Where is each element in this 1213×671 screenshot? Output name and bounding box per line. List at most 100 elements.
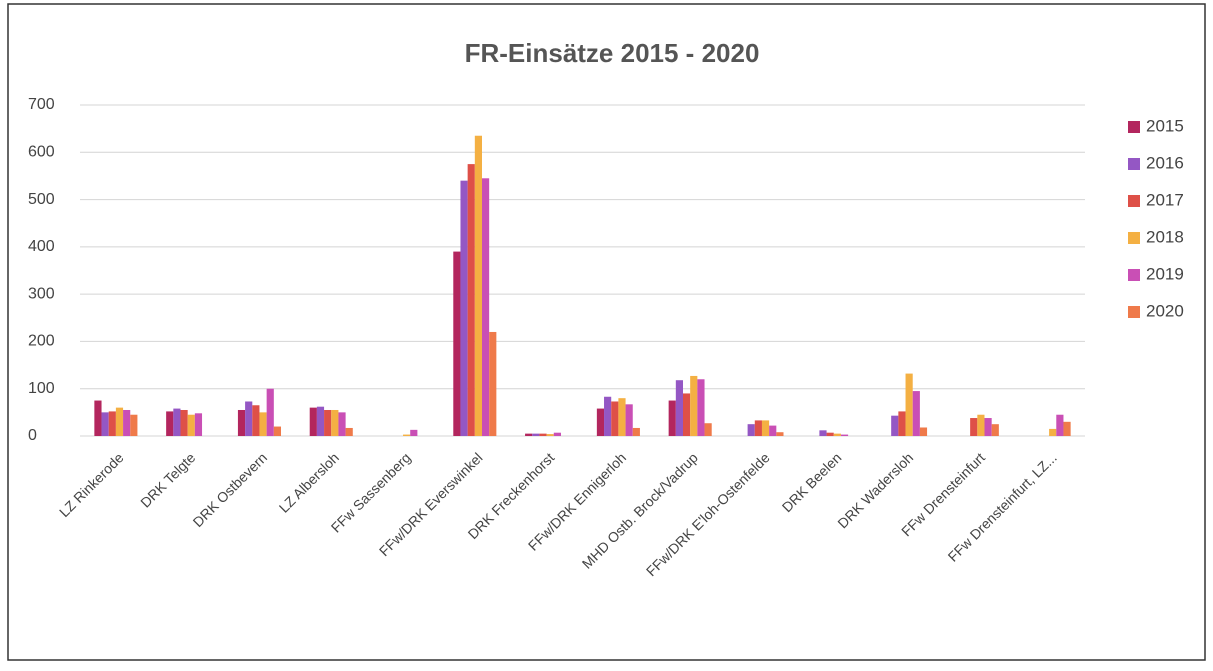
bar — [187, 414, 195, 436]
bar — [115, 407, 124, 436]
x-tick-label: MHD Ostb. Brock/Vadrup — [579, 449, 701, 571]
x-tick-label: DRK Beelen — [779, 449, 845, 515]
bar — [532, 433, 540, 436]
bar — [704, 423, 712, 436]
bar — [123, 409, 131, 436]
bar — [130, 414, 138, 436]
bar — [345, 427, 353, 436]
bar — [108, 411, 116, 436]
bar — [1056, 414, 1064, 436]
bar — [482, 178, 490, 437]
legend-label: 2019 — [1146, 264, 1184, 283]
bar — [891, 415, 899, 436]
bar — [919, 427, 928, 436]
x-tick-label: DRK Telgte — [137, 449, 198, 510]
bar — [173, 408, 181, 436]
bar — [754, 420, 762, 436]
x-tick-label: LZ Rinkerode — [56, 449, 127, 520]
y-tick-label: 100 — [28, 380, 55, 397]
bar — [237, 409, 246, 436]
bar — [460, 180, 468, 436]
y-tick-label: 600 — [28, 144, 55, 161]
bar — [833, 433, 841, 436]
bar — [259, 412, 267, 436]
bar — [769, 425, 777, 436]
legend-label: 2020 — [1146, 301, 1184, 320]
y-tick-label: 300 — [28, 285, 55, 302]
bar — [604, 396, 612, 436]
legend-label: 2018 — [1146, 227, 1184, 246]
bar — [898, 411, 906, 436]
bar — [905, 373, 913, 436]
legend-label: 2015 — [1146, 116, 1184, 135]
legend-swatch — [1128, 306, 1140, 318]
bar — [912, 391, 920, 436]
bar — [309, 407, 317, 436]
bar — [683, 393, 691, 436]
legend-swatch — [1128, 232, 1140, 244]
bar — [553, 432, 561, 436]
y-tick-label: 200 — [28, 333, 55, 350]
x-tick-label: LZ Albersloh — [276, 449, 342, 515]
y-tick-label: 700 — [28, 96, 55, 113]
bar — [747, 424, 755, 436]
bar — [675, 380, 683, 436]
x-tick-label: DRK Wadersloh — [834, 449, 916, 531]
bar — [525, 433, 533, 436]
legend-swatch — [1128, 269, 1140, 281]
bar — [324, 409, 332, 436]
bar — [546, 434, 554, 436]
bar — [101, 412, 109, 436]
bar — [539, 433, 547, 436]
bar — [453, 251, 461, 436]
x-tick-label: FFw/DRK E'loh-Ostenfelde — [643, 449, 773, 579]
bar — [826, 432, 834, 436]
bar — [245, 401, 253, 436]
bar — [611, 401, 619, 436]
legend-label: 2016 — [1146, 153, 1184, 172]
bar — [489, 331, 497, 436]
y-tick-label: 400 — [28, 238, 55, 255]
bar — [819, 430, 827, 436]
bar — [618, 398, 626, 436]
bar — [984, 418, 992, 436]
bar — [474, 135, 482, 436]
bar — [991, 424, 999, 436]
bar — [331, 409, 339, 436]
bar — [338, 412, 346, 436]
bar — [273, 426, 281, 436]
bar — [194, 413, 203, 436]
bar — [632, 427, 640, 436]
bar — [1049, 428, 1057, 436]
y-tick-label: 500 — [28, 191, 55, 208]
bar — [840, 434, 849, 436]
legend-swatch — [1128, 121, 1140, 133]
bar — [625, 404, 633, 436]
y-tick-label: 0 — [28, 427, 37, 444]
legend-swatch — [1128, 195, 1140, 207]
bar — [94, 400, 102, 436]
bar — [467, 164, 475, 436]
bar — [668, 400, 676, 436]
bar — [977, 414, 985, 436]
bar — [180, 409, 188, 436]
bar — [596, 408, 605, 436]
chart-title: FR-Einsätze 2015 - 2020 — [465, 38, 760, 68]
bar — [410, 429, 418, 436]
bar — [1063, 421, 1071, 436]
bar — [776, 432, 784, 436]
bar — [970, 418, 978, 436]
legend-swatch — [1128, 158, 1140, 170]
x-tick-label: DRK Ostbevern — [190, 449, 271, 530]
bar — [761, 420, 770, 436]
bar — [403, 434, 411, 436]
frame — [7, 3, 1206, 661]
bar — [252, 405, 260, 436]
bar — [166, 411, 174, 436]
bar — [316, 406, 325, 436]
bar — [697, 379, 705, 436]
bar — [266, 388, 274, 436]
legend-label: 2017 — [1146, 190, 1184, 209]
bar — [690, 375, 698, 436]
